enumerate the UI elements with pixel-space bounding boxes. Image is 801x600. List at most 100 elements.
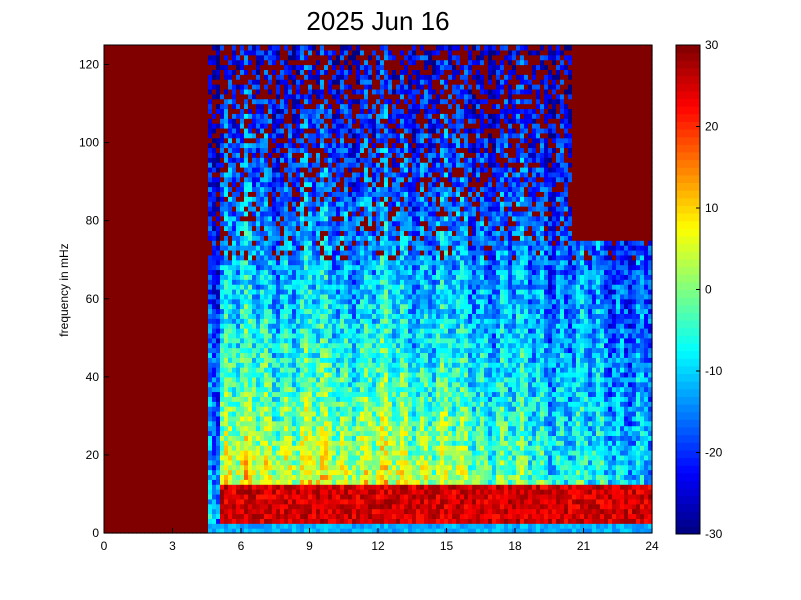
heatmap-cell — [296, 435, 301, 441]
heatmap-cell — [292, 45, 297, 51]
heatmap-cell — [104, 518, 109, 524]
heatmap-cell — [152, 518, 157, 524]
heatmap-cell — [256, 269, 261, 275]
heatmap-cell — [156, 337, 161, 344]
heatmap-cell — [256, 454, 261, 461]
heatmap-cell — [112, 293, 117, 300]
heatmap-cell — [164, 489, 169, 495]
heatmap-cell — [248, 59, 253, 66]
heatmap-cell — [132, 240, 137, 246]
heatmap-cell — [300, 337, 305, 344]
heatmap-cell — [224, 352, 229, 358]
heatmap-cell — [116, 79, 121, 85]
heatmap-cell — [108, 528, 113, 534]
heatmap-cell — [180, 176, 185, 183]
heatmap-cell — [224, 445, 229, 451]
heatmap-cell — [220, 108, 225, 114]
heatmap-cell — [204, 147, 209, 153]
heatmap-cell — [120, 362, 125, 368]
heatmap-cell — [128, 289, 133, 295]
heatmap-cell — [180, 396, 185, 402]
heatmap-cell — [180, 245, 185, 251]
heatmap-cell — [156, 167, 161, 173]
heatmap-cell — [144, 181, 149, 188]
heatmap-cell — [124, 357, 129, 363]
heatmap-cell — [192, 230, 197, 236]
heatmap-cell — [252, 289, 257, 295]
heatmap-cell — [104, 162, 109, 168]
heatmap-cell — [152, 362, 157, 368]
heatmap-cell — [256, 484, 261, 490]
heatmap-cell — [104, 191, 109, 197]
heatmap-cell — [116, 459, 121, 466]
heatmap-cell — [280, 137, 285, 144]
heatmap-cell — [144, 162, 149, 168]
heatmap-cell — [148, 337, 153, 344]
heatmap-cell — [300, 332, 305, 339]
heatmap-cell — [172, 45, 177, 51]
heatmap-cell — [248, 411, 253, 417]
heatmap-cell — [300, 396, 305, 402]
heatmap-cell — [156, 332, 161, 339]
heatmap-cell — [280, 367, 285, 373]
heatmap-cell — [232, 352, 237, 358]
heatmap-cell — [224, 406, 229, 412]
heatmap-cell — [144, 367, 149, 373]
heatmap-cell — [148, 137, 153, 144]
heatmap-cell — [164, 269, 169, 275]
heatmap-cell — [108, 93, 113, 100]
heatmap-cell — [204, 215, 209, 222]
heatmap-cell — [200, 528, 205, 534]
heatmap-cell — [264, 464, 269, 471]
heatmap-cell — [192, 245, 197, 251]
heatmap-cell — [156, 230, 161, 236]
heatmap-cell — [284, 518, 289, 524]
heatmap-cell — [248, 142, 253, 149]
heatmap-cell — [296, 357, 301, 363]
heatmap-cell — [240, 79, 245, 85]
heatmap-cell — [228, 430, 233, 436]
heatmap-cell — [276, 88, 281, 95]
heatmap-cell — [132, 479, 137, 485]
heatmap-cell — [116, 196, 121, 202]
heatmap-cell — [192, 323, 197, 329]
heatmap-cell — [276, 367, 281, 373]
heatmap-cell — [192, 88, 197, 95]
heatmap-cell — [140, 391, 145, 397]
heatmap-cell — [192, 181, 197, 188]
heatmap-cell — [280, 69, 285, 75]
heatmap-cell — [232, 376, 237, 383]
heatmap-cell — [108, 323, 113, 329]
heatmap-cell — [272, 518, 277, 524]
heatmap-cell — [192, 357, 197, 363]
heatmap-cell — [248, 284, 253, 290]
heatmap-cell — [172, 59, 177, 66]
heatmap-cell — [132, 181, 137, 188]
heatmap-cell — [288, 352, 293, 358]
heatmap-cell — [256, 249, 261, 256]
heatmap-cell — [132, 508, 137, 515]
heatmap-cell — [200, 396, 205, 402]
heatmap-cell — [252, 45, 257, 51]
heatmap-cell — [172, 206, 177, 212]
heatmap-cell — [192, 259, 197, 266]
heatmap-cell — [248, 303, 253, 310]
heatmap-cell — [252, 69, 257, 75]
heatmap-cell — [272, 220, 277, 227]
heatmap-cell — [236, 88, 241, 95]
heatmap-cell — [196, 508, 201, 515]
heatmap-cell — [212, 176, 217, 183]
heatmap-cell — [168, 284, 173, 290]
heatmap-cell — [212, 69, 217, 75]
heatmap-cell — [300, 445, 305, 451]
heatmap-cell — [284, 49, 289, 56]
heatmap-cell — [256, 235, 261, 241]
heatmap-cell — [200, 176, 205, 183]
heatmap-cell — [176, 508, 181, 515]
heatmap-cell — [108, 430, 113, 436]
heatmap-cell — [148, 342, 153, 349]
heatmap-cell — [128, 503, 133, 510]
heatmap-cell — [256, 206, 261, 212]
heatmap-cell — [144, 215, 149, 222]
heatmap-cell — [140, 79, 145, 85]
